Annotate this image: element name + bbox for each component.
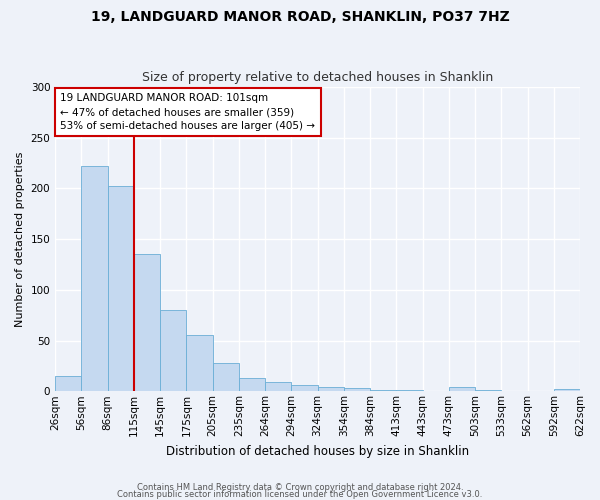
Text: Contains HM Land Registry data © Crown copyright and database right 2024.: Contains HM Land Registry data © Crown c… (137, 484, 463, 492)
Bar (475, 390, 501, 392)
Bar (344, 388, 370, 392)
Bar (370, 390, 397, 392)
Bar (134, 254, 160, 392)
Bar (239, 378, 265, 392)
Bar (554, 389, 580, 392)
Y-axis label: Number of detached properties: Number of detached properties (15, 152, 25, 327)
Text: Contains public sector information licensed under the Open Government Licence v3: Contains public sector information licen… (118, 490, 482, 499)
Bar (55, 376, 82, 392)
X-axis label: Distribution of detached houses by size in Shanklin: Distribution of detached houses by size … (166, 444, 469, 458)
Bar (265, 382, 292, 392)
Text: 19, LANDGUARD MANOR ROAD, SHANKLIN, PO37 7HZ: 19, LANDGUARD MANOR ROAD, SHANKLIN, PO37… (91, 10, 509, 24)
Bar (107, 186, 134, 392)
Bar (212, 363, 239, 392)
Text: 19 LANDGUARD MANOR ROAD: 101sqm
← 47% of detached houses are smaller (359)
53% o: 19 LANDGUARD MANOR ROAD: 101sqm ← 47% of… (61, 93, 316, 131)
Bar (160, 310, 187, 392)
Bar (82, 166, 107, 392)
Title: Size of property relative to detached houses in Shanklin: Size of property relative to detached ho… (142, 72, 493, 85)
Bar (397, 390, 422, 392)
Bar (292, 385, 317, 392)
Bar (449, 387, 475, 392)
Bar (317, 387, 344, 392)
Bar (187, 336, 212, 392)
